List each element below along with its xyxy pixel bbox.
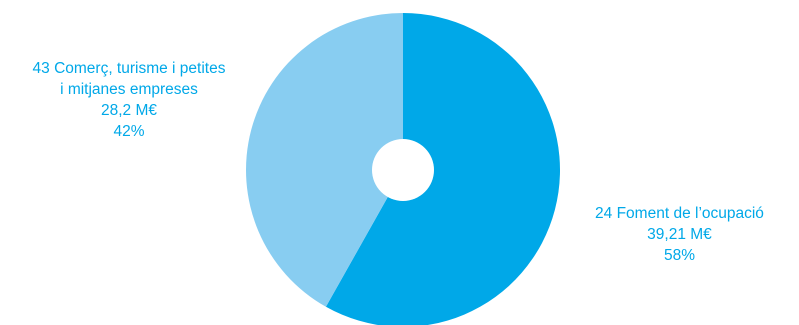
slice-label-comerc: 43 Comerç, turisme i petites i mitjanes … xyxy=(0,58,258,142)
pie-slice-43 xyxy=(246,13,403,307)
slice-label-foment: 24 Foment de l’ocupació 39,21 M€ 58% xyxy=(560,203,799,266)
slice-label-comerc-percent: 42% xyxy=(113,123,145,140)
slice-label-comerc-name-line1: 43 Comerç, turisme i petites xyxy=(32,60,226,77)
donut-hole xyxy=(372,139,434,201)
slice-label-comerc-name-line2: i mitjanes empreses xyxy=(60,81,198,98)
slice-label-foment-value: 39,21 M€ xyxy=(647,226,712,243)
pie-slice-24 xyxy=(325,13,560,325)
slice-label-foment-name: 24 Foment de l’ocupació xyxy=(595,205,764,222)
pie-slices xyxy=(246,13,560,325)
slice-label-comerc-value: 28,2 M€ xyxy=(100,102,157,119)
slice-label-foment-percent: 58% xyxy=(663,247,696,264)
